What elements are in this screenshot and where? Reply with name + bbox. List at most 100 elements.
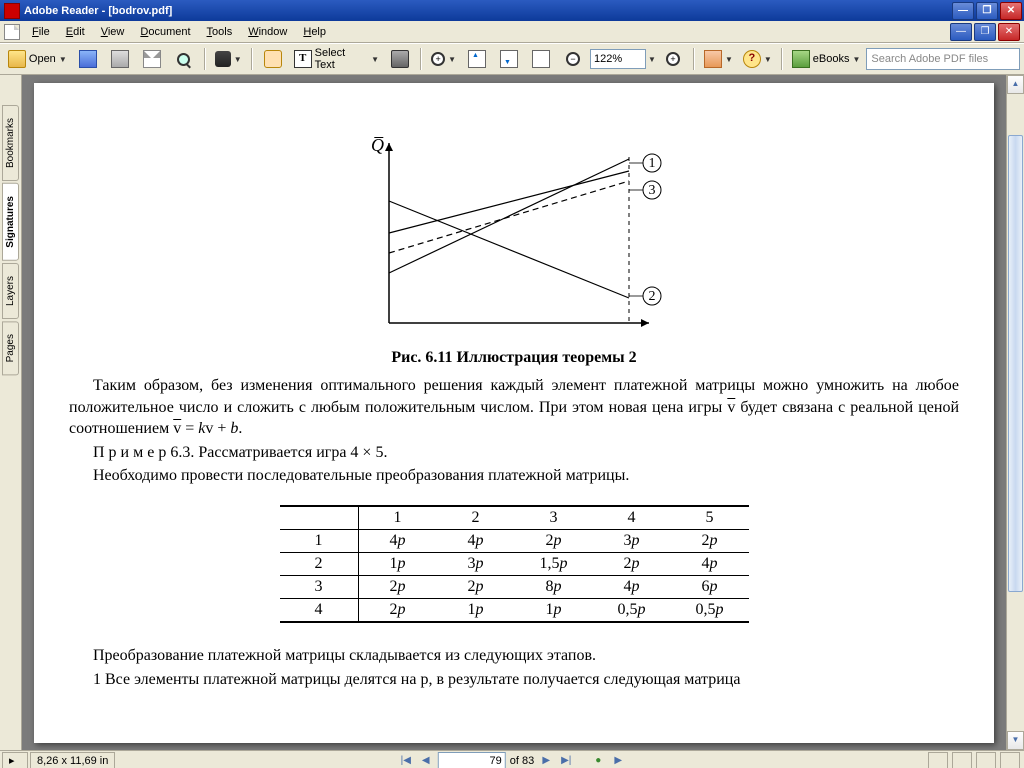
paragraph-1: Таким образом, без изменения оптимальног… [69, 375, 959, 440]
search-button[interactable] [169, 47, 199, 71]
inner-restore-button[interactable]: ❐ [976, 2, 998, 20]
restore-button[interactable]: ❐ [974, 23, 996, 41]
menu-file[interactable]: File [24, 24, 58, 40]
open-label: Open [29, 53, 56, 65]
svg-text:2: 2 [649, 289, 656, 304]
snapshot-button[interactable] [385, 47, 415, 71]
binoculars-icon [215, 51, 231, 67]
document-icon[interactable] [4, 24, 20, 40]
status-expand[interactable]: ▸ [2, 752, 28, 768]
sidetab-layers[interactable]: Layers [2, 263, 19, 319]
prev-page-nav-button[interactable]: ◀ [418, 753, 434, 768]
sidetab-bookmarks[interactable]: Bookmarks [2, 105, 19, 181]
help-button[interactable]: ?▼ [739, 47, 776, 71]
zoom-in-icon: + [431, 52, 445, 66]
last-page-button[interactable]: ▶| [558, 753, 574, 768]
open-button[interactable]: Open▼ [4, 47, 71, 71]
ebooks-button[interactable]: eBooks▼ [788, 47, 865, 71]
page-up-icon [468, 50, 486, 68]
view-mode-buttons [928, 752, 1024, 768]
menu-window[interactable]: Window [240, 24, 295, 40]
email-button[interactable] [137, 47, 167, 71]
document-viewport[interactable]: Q̅ 1 2 3 Рис. 6.11 Иллюстрация теоремы 2 Та… [22, 75, 1006, 750]
ebook-icon [792, 50, 810, 68]
first-page-button[interactable]: |◀ [398, 753, 414, 768]
read-button[interactable]: ▼ [700, 47, 737, 71]
menu-tools[interactable]: Tools [199, 24, 241, 40]
prev-page-button[interactable] [462, 47, 492, 71]
save-icon [79, 50, 97, 68]
svg-text:1: 1 [649, 156, 656, 171]
sidetab-pages[interactable]: Pages [2, 321, 19, 375]
side-tabs: Bookmarks Signatures Layers Pages [0, 75, 22, 750]
inner-close-button[interactable]: ✕ [1000, 2, 1022, 20]
paragraph-4: 1 Все элементы платежной матрицы делятся… [69, 669, 959, 691]
pdf-page: Q̅ 1 2 3 Рис. 6.11 Иллюстрация теоремы 2 Та… [34, 83, 994, 743]
example-6-3: П р и м е р 6.3. Рассматривается игра 4 … [69, 442, 959, 464]
select-text-button[interactable]: TSelect Text▼ [290, 47, 383, 71]
vertical-scrollbar[interactable]: ▲ ▼ [1006, 75, 1024, 750]
inner-minimize-button[interactable]: — [952, 2, 974, 20]
window-titlebar: Adobe Reader - [bodrov.pdf] — ❐ ✕ [0, 0, 1024, 21]
menu-document[interactable]: Document [132, 24, 198, 40]
svg-text:3: 3 [649, 183, 656, 198]
folder-icon [8, 50, 26, 68]
text-select-icon: T [294, 50, 312, 68]
forward-button[interactable]: ▶ [610, 753, 626, 768]
payoff-matrix-table: 1234514p4p2p3p2p21p3p1,5p2p4p32p2p8p4p6p… [280, 505, 749, 623]
next-page-button[interactable] [494, 47, 524, 71]
menu-help[interactable]: Help [295, 24, 334, 40]
scroll-up-button[interactable]: ▲ [1007, 75, 1024, 94]
zoom-out-button[interactable]: − [558, 47, 588, 71]
main-toolbar: Open▼ ▼ TSelect Text▼ +▼ − ▼ + ▼ ?▼ eBoo… [0, 43, 1024, 75]
fit-page-icon [532, 50, 550, 68]
hand-tool-button[interactable] [258, 47, 288, 71]
paragraph-3: Преобразование платежной матрицы складыв… [69, 645, 959, 667]
close-button[interactable]: ✕ [998, 23, 1020, 41]
hand-icon [264, 50, 282, 68]
fit-page-button[interactable] [526, 47, 556, 71]
svg-text:Q̅: Q̅ [371, 135, 384, 155]
print-icon [111, 50, 129, 68]
facing-view[interactable] [976, 752, 996, 768]
page-dimensions: 8,26 x 11,69 in [30, 752, 115, 768]
help-icon: ? [743, 50, 761, 68]
next-page-nav-button[interactable]: ▶ [538, 753, 554, 768]
page-down-icon [500, 50, 518, 68]
read-icon [704, 50, 722, 68]
print-button[interactable] [105, 47, 135, 71]
figure-caption: Рис. 6.11 Иллюстрация теоремы 2 [69, 349, 959, 367]
page-of-label: of 83 [510, 755, 534, 767]
zoom-dropdown[interactable]: ▼ [648, 55, 656, 64]
zoom-out-icon: − [566, 52, 580, 66]
single-page-view[interactable] [928, 752, 948, 768]
find-button[interactable]: ▼ [211, 47, 246, 71]
back-button[interactable]: ● [590, 753, 606, 768]
continuous-view[interactable] [952, 752, 972, 768]
zoom-input[interactable] [590, 49, 646, 69]
figure-6-11: Q̅ 1 2 3 [69, 133, 959, 343]
search-placeholder: Search Adobe PDF files [871, 53, 988, 65]
sidetab-signatures[interactable]: Signatures [2, 183, 19, 261]
paragraph-2: Необходимо провести последовательные пре… [69, 465, 959, 487]
menu-bar: File Edit View Document Tools Window Hel… [0, 21, 1024, 43]
page-number-input[interactable] [438, 752, 506, 768]
select-text-label: Select Text [315, 47, 368, 71]
zoom-in-button[interactable]: +▼ [427, 47, 460, 71]
page-navigator: |◀ ◀ of 83 ▶ ▶| ● ▶ [398, 752, 626, 768]
search-input[interactable]: Search Adobe PDF files [866, 48, 1020, 70]
save-button[interactable] [73, 47, 103, 71]
status-bar: ▸ 8,26 x 11,69 in |◀ ◀ of 83 ▶ ▶| ● ▶ [0, 750, 1024, 768]
scroll-down-button[interactable]: ▼ [1007, 731, 1024, 750]
minimize-button[interactable]: — [950, 23, 972, 41]
title-doc: [bodrov.pdf] [108, 5, 172, 17]
menu-view[interactable]: View [93, 24, 133, 40]
search-icon [177, 53, 190, 66]
zoom-plus-icon: + [666, 52, 680, 66]
scroll-thumb[interactable] [1008, 135, 1023, 592]
ebooks-label: eBooks [813, 53, 850, 65]
menu-edit[interactable]: Edit [58, 24, 93, 40]
continuous-facing-view[interactable] [1000, 752, 1020, 768]
camera-icon [391, 50, 409, 68]
zoom-plus-button[interactable]: + [658, 47, 688, 71]
